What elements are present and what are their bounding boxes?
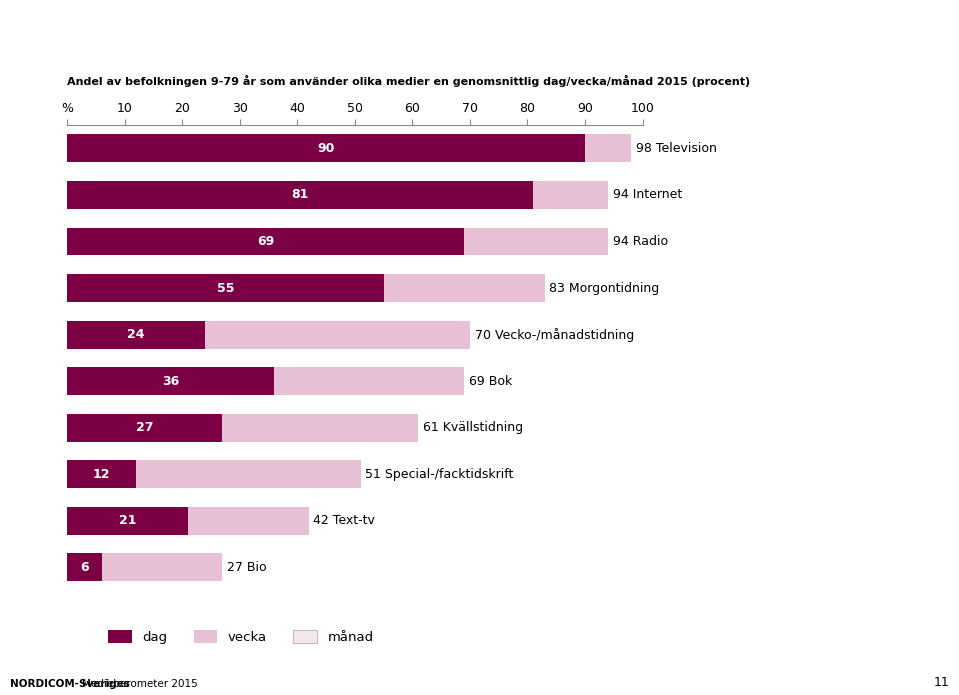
Text: 12: 12 [93, 468, 110, 481]
Bar [205, 320, 470, 349]
Text: Mediedagen/-veckan/-månaden 2015: Mediedagen/-veckan/-månaden 2015 [133, 21, 826, 59]
Text: 42 Text-tv: 42 Text-tv [314, 514, 375, 528]
Text: 90: 90 [317, 142, 335, 155]
Text: Andel av befolkningen 9-79 år som använder olika medier en genomsnittlig dag/vec: Andel av befolkningen 9-79 år som använd… [67, 75, 750, 87]
Text: 11: 11 [934, 676, 949, 689]
Text: 24: 24 [128, 328, 145, 341]
Text: 94 Radio: 94 Radio [613, 235, 667, 248]
Text: 83 Morgontidning: 83 Morgontidning [550, 281, 660, 295]
Text: 69 Bok: 69 Bok [469, 375, 512, 388]
Text: 98 Television: 98 Television [636, 142, 716, 155]
Text: 27 Bio: 27 Bio [227, 561, 267, 574]
Bar [136, 460, 361, 489]
Text: 61 Kvällstidning: 61 Kvällstidning [423, 421, 523, 434]
Text: 27: 27 [136, 421, 153, 434]
Text: 36: 36 [162, 375, 179, 388]
Text: 51 Special-/facktidskrift: 51 Special-/facktidskrift [365, 468, 514, 481]
Bar [67, 181, 533, 209]
Bar [67, 367, 274, 395]
Text: 55: 55 [217, 281, 234, 295]
Text: 81: 81 [292, 188, 309, 202]
Legend: dag, vecka, månad: dag, vecka, månad [103, 625, 379, 649]
Bar [67, 414, 222, 442]
Bar [67, 227, 464, 256]
Bar [67, 507, 188, 535]
Bar [585, 134, 631, 163]
Text: NORDICOM-Sveriges: NORDICOM-Sveriges [10, 680, 129, 689]
Text: 70 Vecko-/månadstidning: 70 Vecko-/månadstidning [475, 327, 634, 342]
Text: Mediebarometer 2015: Mediebarometer 2015 [82, 680, 198, 689]
Bar [67, 553, 102, 582]
Bar [67, 134, 585, 163]
Bar [533, 181, 608, 209]
Bar [102, 553, 222, 582]
Bar [67, 274, 384, 302]
Bar [384, 274, 545, 302]
Text: 21: 21 [119, 514, 136, 528]
Bar [222, 414, 418, 442]
Text: 6: 6 [81, 561, 88, 574]
Bar [188, 507, 309, 535]
Text: 94 Internet: 94 Internet [613, 188, 682, 202]
Bar [274, 367, 464, 395]
Bar [67, 460, 136, 489]
Bar [67, 320, 205, 349]
Text: 69: 69 [257, 235, 274, 248]
Bar [464, 227, 608, 256]
